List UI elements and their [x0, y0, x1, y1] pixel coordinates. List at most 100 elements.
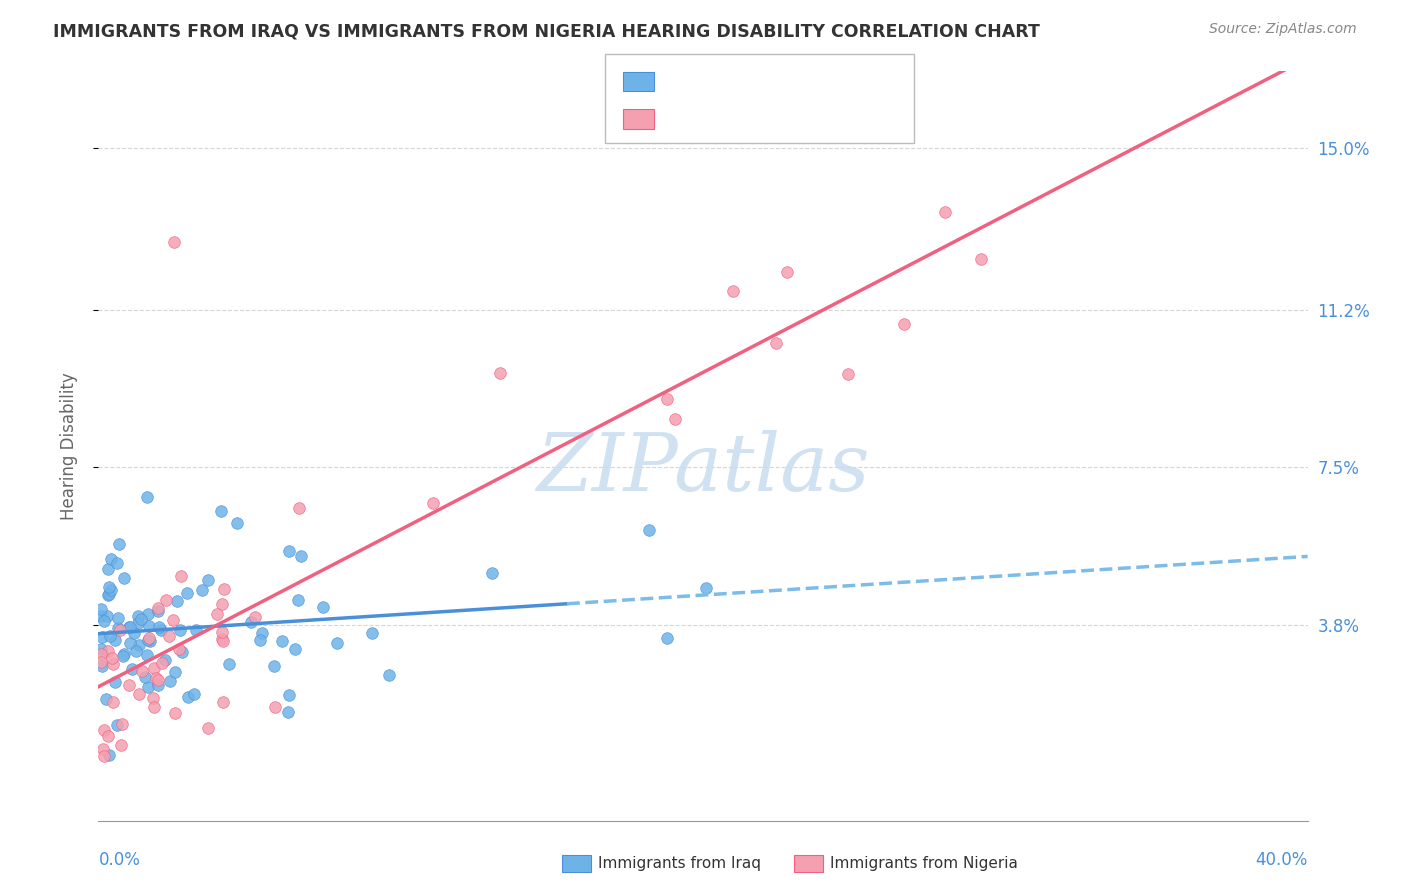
Point [311, 599, 333, 614]
Point [105, 556, 128, 570]
Point [146, 604, 169, 618]
Point [655, 631, 678, 645]
Point [163, 235, 186, 249]
Point [98, 587, 121, 601]
Text: Source: ZipAtlas.com: Source: ZipAtlas.com [1209, 22, 1357, 37]
Point [98, 748, 121, 763]
Point [122, 626, 145, 640]
Point [93, 614, 115, 628]
Point [212, 633, 235, 648]
Point [146, 678, 169, 692]
Point [93, 748, 115, 763]
Point [970, 252, 993, 266]
Point [135, 490, 157, 504]
Point [243, 610, 266, 624]
Point [97, 588, 120, 602]
Point [90, 642, 112, 657]
Point [152, 656, 174, 670]
Point [97, 729, 120, 743]
Point [176, 586, 198, 600]
Point [197, 573, 219, 587]
Point [90, 609, 112, 624]
Point [765, 336, 787, 351]
Text: 0.0%: 0.0% [98, 851, 141, 869]
Point [284, 641, 307, 656]
Point [326, 636, 349, 650]
Point [157, 629, 180, 643]
Point [277, 706, 299, 720]
Point [721, 284, 744, 298]
Point [138, 619, 160, 633]
Point [107, 621, 129, 635]
Point [218, 657, 240, 671]
Point [103, 657, 125, 671]
Point [240, 615, 263, 629]
Point [98, 629, 121, 643]
Point [211, 632, 233, 646]
Point [163, 706, 186, 720]
Point [131, 664, 153, 678]
Point [278, 543, 301, 558]
Point [120, 620, 142, 634]
Y-axis label: Hearing Disability: Hearing Disability [59, 372, 77, 520]
Point [290, 549, 312, 564]
Point [150, 623, 173, 637]
Point [94, 692, 117, 706]
Text: ZIPatlas: ZIPatlas [536, 430, 870, 508]
Point [101, 651, 124, 665]
Text: IMMIGRANTS FROM IRAQ VS IMMIGRANTS FROM NIGERIA HEARING DISABILITY CORRELATION C: IMMIGRANTS FROM IRAQ VS IMMIGRANTS FROM … [53, 22, 1040, 40]
Point [177, 690, 200, 704]
Point [934, 205, 956, 219]
Point [90, 655, 112, 669]
Point [287, 593, 309, 607]
Point [159, 674, 181, 689]
Point [90, 647, 112, 661]
Point [212, 582, 235, 597]
Point [128, 687, 150, 701]
Text: N = 53: N = 53 [801, 110, 859, 125]
Point [124, 644, 146, 658]
Point [169, 623, 191, 637]
Point [288, 501, 311, 516]
Point [112, 648, 135, 662]
Point [145, 671, 167, 685]
Point [211, 597, 233, 611]
Point [664, 411, 686, 425]
Point [893, 317, 915, 331]
Point [101, 695, 124, 709]
Point [360, 626, 382, 640]
Point [91, 741, 114, 756]
Point [138, 607, 160, 621]
Point [197, 721, 219, 735]
Point [104, 675, 127, 690]
Point [655, 392, 678, 406]
Point [118, 635, 141, 649]
Point [277, 688, 299, 702]
Text: 40.0%: 40.0% [1256, 851, 1308, 869]
Point [96, 609, 118, 624]
Point [183, 687, 205, 701]
Point [209, 504, 232, 518]
Point [695, 582, 717, 596]
Point [136, 648, 159, 663]
Point [481, 566, 503, 580]
Point [146, 673, 169, 688]
Point [378, 667, 401, 681]
Point [212, 695, 235, 709]
Point [139, 633, 162, 648]
Point [97, 644, 120, 658]
Point [107, 537, 129, 551]
Point [146, 600, 169, 615]
Point [136, 680, 159, 694]
Text: Immigrants from Nigeria: Immigrants from Nigeria [830, 856, 1018, 871]
Point [172, 645, 194, 659]
Point [250, 625, 273, 640]
Point [205, 607, 228, 622]
Point [148, 620, 170, 634]
Point [118, 678, 141, 692]
Point [162, 613, 184, 627]
Point [107, 611, 129, 625]
Point [90, 602, 112, 616]
Point [211, 625, 233, 640]
Point [637, 523, 659, 537]
